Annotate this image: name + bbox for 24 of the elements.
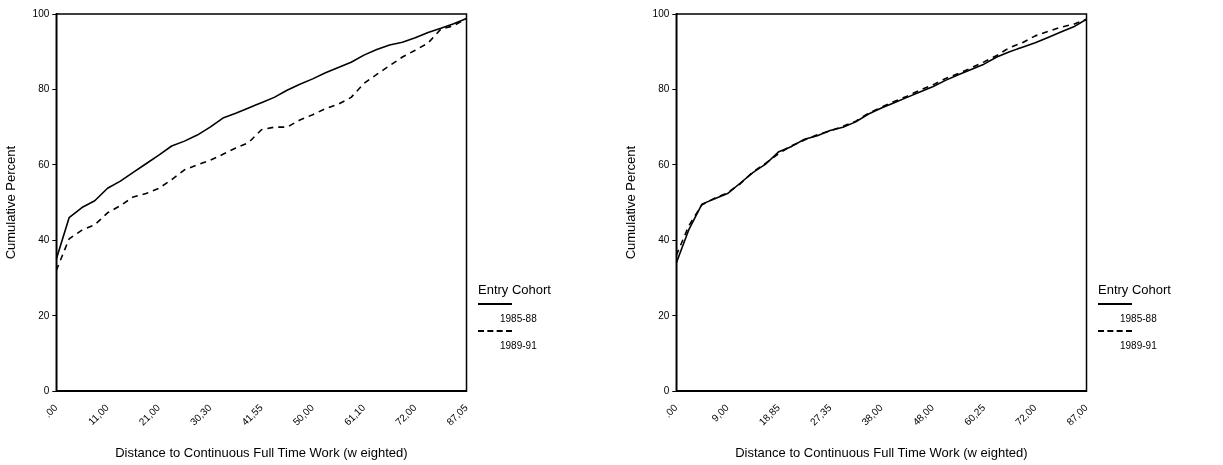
y-tick-label: 80 (38, 83, 50, 95)
y-tick-label: 60 (658, 158, 670, 170)
legend-label: 1989-91 (500, 340, 538, 351)
legend-title: Entry Cohort (1098, 282, 1171, 297)
x-axis-title: Distance to Continuous Full Time Work (w eighted) (735, 444, 1028, 460)
y-tick-label: 20 (658, 309, 670, 321)
y-tick-label: 40 (38, 234, 50, 246)
x-axis-title: Distance to Continuous Full Time Work (w eighted) (115, 444, 408, 460)
y-tick-label: 0 (43, 384, 50, 396)
y-tick-label: 20 (38, 309, 50, 321)
y-tick-label: 60 (38, 158, 50, 170)
y-axis-title: Cumulative Percent (623, 145, 639, 260)
legend-label: 1989-91 (1120, 340, 1158, 351)
y-tick-label: 100 (32, 7, 50, 19)
legend-title: Entry Cohort (478, 282, 551, 297)
x-tick-label: .00 (662, 401, 680, 420)
y-tick-label: 80 (658, 83, 670, 95)
y-tick-label: 0 (663, 384, 670, 396)
y-tick-label: 100 (652, 7, 670, 19)
y-tick-label: 40 (658, 234, 670, 246)
x-tick-label: .00 (42, 401, 60, 420)
legend-label: 1985-88 (500, 313, 538, 324)
y-axis-title: Cumulative Percent (3, 145, 19, 260)
legend-label: 1985-88 (1120, 313, 1158, 324)
